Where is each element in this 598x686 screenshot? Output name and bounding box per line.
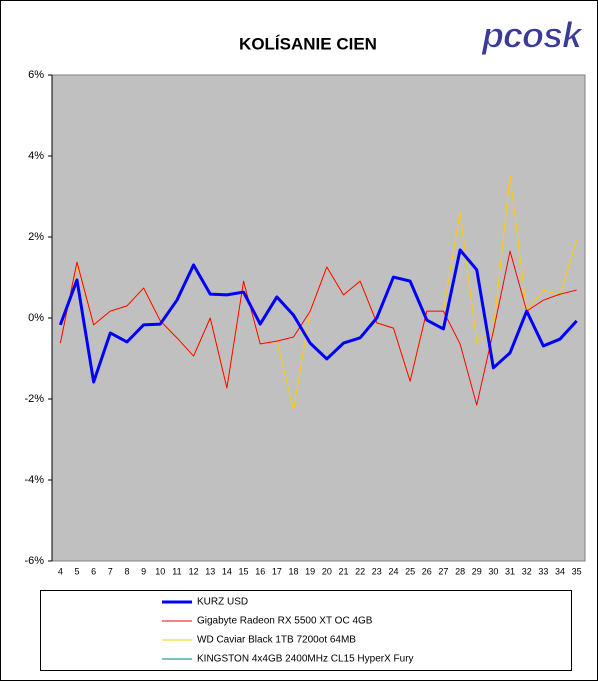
x-tick-label: 6 <box>91 566 96 576</box>
x-tick-label: 24 <box>388 566 398 576</box>
x-tick-label: 28 <box>455 566 465 576</box>
y-tick-label: 6% <box>28 69 44 81</box>
x-tick-label: 34 <box>555 566 565 576</box>
y-tick-label: -2% <box>24 393 44 405</box>
y-tick-label: 0% <box>28 312 44 324</box>
x-tick-label: 26 <box>422 566 432 576</box>
x-tick-label: 35 <box>572 566 582 576</box>
x-tick-label: 13 <box>205 566 215 576</box>
x-tick-label: 33 <box>538 566 548 576</box>
legend-label: KURZ USD <box>197 597 248 608</box>
x-tick-label: 19 <box>305 566 315 576</box>
x-tick-label: 8 <box>124 566 129 576</box>
logo: pcosk <box>481 15 584 56</box>
series-line <box>58 248 578 384</box>
x-tick-label: 12 <box>189 566 199 576</box>
x-tick-label: 15 <box>239 566 249 576</box>
x-tick-label: 32 <box>522 566 532 576</box>
x-tick-label: 5 <box>74 566 79 576</box>
legend-box <box>40 590 572 671</box>
x-tick-label: 7 <box>108 566 113 576</box>
x-tick-label: 14 <box>222 566 232 576</box>
x-tick-label: 4 <box>58 566 63 576</box>
chart-title: KOLÍSANIE CIEN <box>239 34 377 53</box>
y-tick-label: -6% <box>24 555 44 567</box>
x-tick-label: 22 <box>355 566 365 576</box>
x-tick-label: 21 <box>338 566 348 576</box>
x-tick-label: 17 <box>272 566 282 576</box>
x-tick-label: 27 <box>438 566 448 576</box>
x-tick-label: 10 <box>155 566 165 576</box>
y-tick-label: -4% <box>24 474 44 486</box>
plot-area <box>51 74 586 562</box>
x-tick-label: 31 <box>505 566 515 576</box>
x-tick-label: 30 <box>488 566 498 576</box>
x-tick-label: 9 <box>141 566 146 576</box>
x-tick-label: 16 <box>255 566 265 576</box>
x-tick-label: 29 <box>472 566 482 576</box>
y-tick-label: 4% <box>28 150 44 162</box>
legend-label: KINGSTON 4x4GB 2400MHz CL15 HyperX Fury <box>197 654 414 665</box>
y-tick-label: 2% <box>28 231 44 243</box>
x-tick-label: 11 <box>172 566 181 576</box>
x-tick-label: 18 <box>289 566 299 576</box>
x-tick-label: 25 <box>405 566 415 576</box>
x-tick-label: 20 <box>322 566 332 576</box>
legend-label: WD Caviar Black 1TB 7200ot 64MB <box>197 635 356 646</box>
legend-label: Gigabyte Radeon RX 5500 XT OC 4GB <box>197 616 373 627</box>
x-tick-label: 23 <box>372 566 382 576</box>
